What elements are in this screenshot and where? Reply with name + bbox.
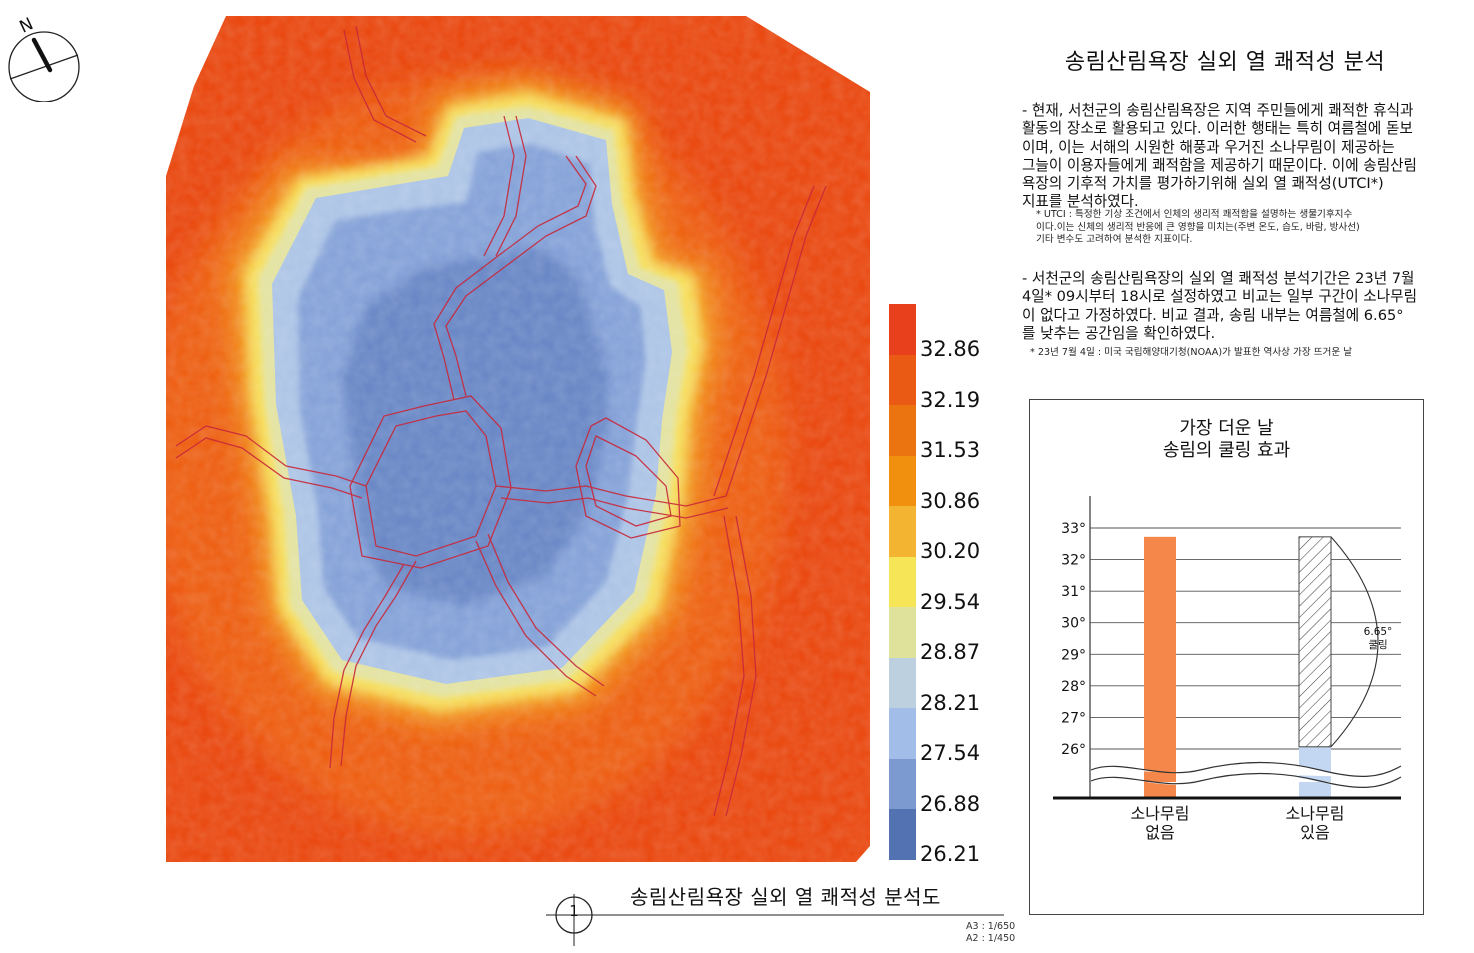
legend-label: 29.54 <box>920 589 981 614</box>
legend-label: 31.53 <box>920 438 981 463</box>
temperature-legend: 32.86 32.19 31.53 30.86 30.20 29.54 28.87 28.21… <box>889 304 999 866</box>
footnote-line: 이다.이는 신체의 생리적 반응에 큰 영향을 미치는(주변 온도, 습도, 바… <box>1036 221 1360 233</box>
legend-swatch <box>889 758 916 810</box>
cooling-bracket <box>1330 536 1379 748</box>
chart-title: 가장 더운 날 송림의 쿨링 효과 <box>1030 418 1423 462</box>
paragraph-line: 지표를 분석하였다. <box>1022 193 1139 211</box>
axis-break-line <box>1090 772 1402 788</box>
paragraph-line: 를 낮추는 공간임을 확인하였다. <box>1022 324 1216 342</box>
legend-label: 28.21 <box>920 690 981 715</box>
legend-label: 30.20 <box>920 539 981 564</box>
paragraph-line: 이며, 이는 서해의 시원한 해풍과 우거진 소나무림이 제공하는 <box>1022 138 1395 156</box>
paragraph-line: 이 없다고 가정하였다. 비교 결과, 송림 내부는 여름철에 6.65° <box>1022 306 1404 324</box>
legend-swatch <box>889 809 916 861</box>
legend-swatch <box>889 405 916 457</box>
chart-title-line: 송림의 쿨링 효과 <box>1162 440 1291 461</box>
footnote-line: 기타 변수도 고려하여 분석한 지표이다. <box>1036 234 1193 245</box>
category-label-line: 소나무림 <box>1130 804 1190 823</box>
cooling-effect-chart: 가장 더운 날 송림의 쿨링 효과 6.65° 쿨링 26° 27° 28° 29° 30°… <box>1029 399 1424 915</box>
axis-break-line <box>1090 761 1402 777</box>
axis-break-fill <box>1091 762 1401 789</box>
legend-label: 32.19 <box>920 387 981 412</box>
cooling-annotation: 쿨링 <box>1368 639 1387 651</box>
drawing-number: 1 <box>569 902 579 920</box>
footnote-line: * UTCI : 특정한 기상 조건에서 인체의 생리적 쾌적함을 설명하는 생… <box>1036 209 1353 220</box>
drawing-number-marker: 1 <box>546 894 1004 946</box>
legend-swatch <box>889 607 916 659</box>
y-tick-label: 29° <box>1061 647 1086 663</box>
category-label-line: 없음 <box>1145 823 1175 842</box>
legend-label: 27.54 <box>920 741 981 766</box>
cooling-hatch <box>1298 536 1332 748</box>
y-tick-label: 32° <box>1061 553 1086 569</box>
scale-a2: A2 : 1/450 <box>966 933 1016 944</box>
bar-without-forest <box>1144 536 1176 798</box>
paragraph-line: - 서천군의 송림산림욕장의 실외 열 쾌적성 분석기간은 23년 7월 <box>1022 270 1415 287</box>
y-tick-label: 30° <box>1061 616 1086 632</box>
panel-title: 송림산림욕장 실외 열 쾌적성 분석 <box>1064 50 1386 75</box>
y-tick-label: 27° <box>1061 710 1086 726</box>
y-tick-label: 28° <box>1061 679 1086 695</box>
paragraph-line: 그늘이 이용자들에게 쾌적함을 제공하기 때문이다. 이에 송림산림 <box>1022 156 1417 174</box>
category-label-line: 있음 <box>1300 823 1330 842</box>
y-tick-label: 33° <box>1061 521 1086 537</box>
legend-label: 26.88 <box>920 791 981 816</box>
legend-label: 30.86 <box>920 488 981 513</box>
utci-heat-map <box>166 16 870 862</box>
legend-swatch <box>889 455 916 507</box>
legend-swatch <box>889 556 916 608</box>
north-arrow-icon: N <box>8 14 80 102</box>
cooling-annotation: 6.65° <box>1364 626 1393 638</box>
y-tick-label: 31° <box>1061 584 1086 600</box>
legend-label: 32.86 <box>920 336 981 361</box>
paragraph-line: 욕장의 기후적 가치를 평가하기위해 실외 열 쾌적성(UTCI*) <box>1022 175 1384 193</box>
category-label: 소나무림 있음 <box>1260 804 1370 842</box>
description-paragraph-2: - 서천군의 송림산림욕장의 실외 열 쾌적성 분석기간은 23년 7월 4일* … <box>1022 270 1467 343</box>
category-label: 소나무림 없음 <box>1105 804 1215 842</box>
paragraph-line: 4일* 09시부터 18시로 설정하였고 비교는 일부 구간이 소나무림 <box>1022 288 1417 306</box>
date-footnote: * 23년 7월 4일 : 미국 국립해양대기청(NOAA)가 발표한 역사상 … <box>1030 347 1353 358</box>
y-tick-label: 26° <box>1061 742 1086 758</box>
legend-swatch <box>889 657 916 709</box>
legend-label: 26.21 <box>920 842 981 867</box>
paragraph-line: - 현재, 서천군의 송림산림욕장은 지역 주민들에게 쾌적한 휴식과 <box>1022 102 1414 119</box>
drawing-title: 송림산림욕장 실외 열 쾌적성 분석도 <box>630 885 941 909</box>
legend-swatch <box>889 354 916 406</box>
legend-swatch <box>889 708 916 760</box>
description-paragraph-1: - 현재, 서천군의 송림산림욕장은 지역 주민들에게 쾌적한 휴식과 활동의 장… <box>1022 102 1467 212</box>
legend-swatch <box>889 506 916 558</box>
chart-canvas: 6.65°쿨링 26° 27° 28° 29° 30° 31° 32° 33° <box>1053 496 1402 800</box>
utci-footnote: * UTCI : 특정한 기상 조건에서 인체의 생리적 쾌적함을 설명하는 생… <box>1036 209 1466 247</box>
scale-a3: A3 : 1/650 <box>966 921 1016 932</box>
paragraph-line: 활동의 장소로 활용되고 있다. 이러한 행태는 특히 여름철에 돋보 <box>1022 120 1413 138</box>
chart-title-line: 가장 더운 날 <box>1179 418 1274 439</box>
legend-label: 28.87 <box>920 640 981 665</box>
legend-swatch <box>889 304 916 356</box>
category-label-line: 소나무림 <box>1285 804 1345 823</box>
